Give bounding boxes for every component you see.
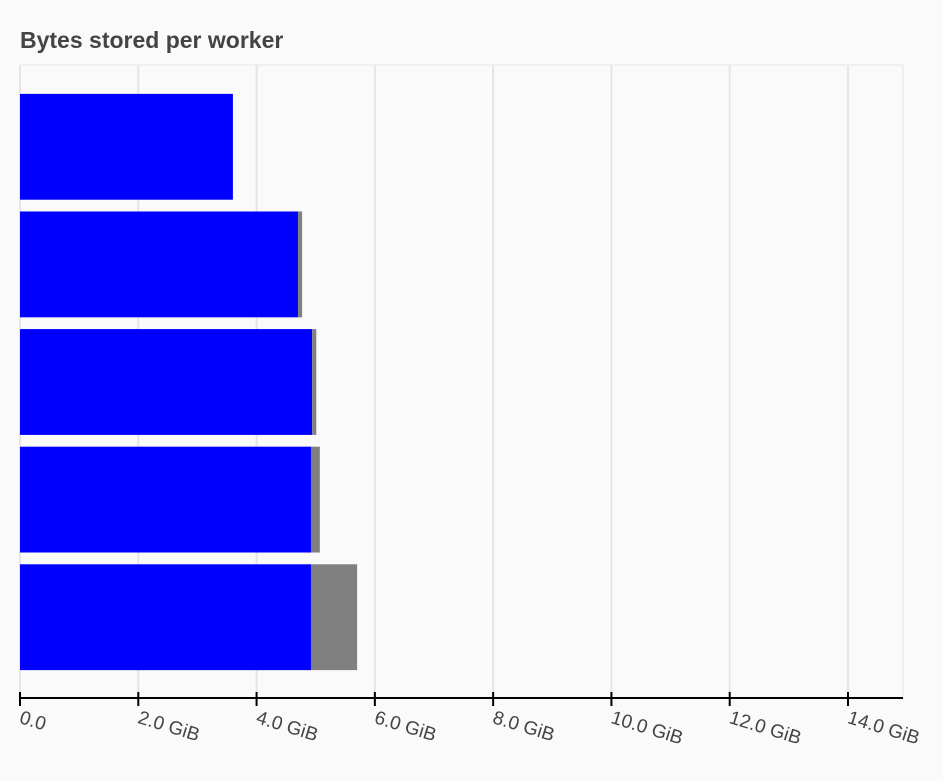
bar-segment: [20, 446, 311, 553]
bar-segment: [20, 329, 313, 435]
bar-segment: [310, 564, 358, 671]
bar-segment: [297, 211, 303, 318]
bar-segment: [310, 446, 320, 553]
chart-title: Bytes stored per worker: [20, 27, 283, 53]
bar-segment: [20, 564, 311, 671]
bar-segment: [20, 93, 233, 200]
bar-segment: [312, 329, 317, 435]
bar-segment: [20, 211, 298, 318]
